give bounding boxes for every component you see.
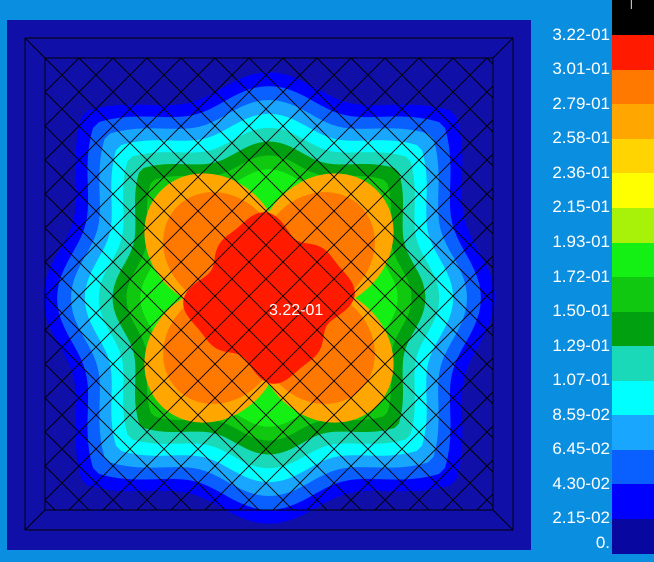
- mesh-line: [44, 57, 182, 195]
- mesh-line: [44, 397, 158, 511]
- legend-label: 4.30-02: [552, 473, 610, 493]
- mesh-line: [340, 357, 494, 511]
- mesh-line: [44, 57, 284, 297]
- legend-label: 8.59-02: [552, 404, 610, 424]
- mesh-line: [102, 119, 494, 511]
- mesh-line: [136, 153, 494, 511]
- mesh-line: [44, 125, 430, 511]
- legend-swatch: [612, 138, 654, 174]
- mesh-line: [44, 57, 216, 229]
- mesh-line: [44, 91, 464, 511]
- contour-svg: [7, 20, 531, 550]
- mesh-line: [282, 57, 494, 269]
- mesh-line: [44, 57, 318, 331]
- peak-value-label: 3.22-01: [269, 302, 324, 319]
- legend-label: 1.93-01: [552, 231, 610, 251]
- mesh-line: [350, 57, 494, 201]
- mesh-line: [44, 499, 56, 511]
- mesh-line: [44, 465, 90, 511]
- mesh-line: [408, 425, 494, 511]
- mesh-line: [170, 187, 494, 511]
- mesh-line: [306, 323, 494, 511]
- legend-swatch: [612, 345, 654, 381]
- mesh-line: [44, 227, 328, 511]
- mesh-line: [44, 363, 192, 511]
- mesh-line: [24, 37, 46, 59]
- legend-top-mark: |: [630, 0, 633, 10]
- mesh-line: [44, 57, 250, 263]
- legend-label: 3.22-01: [552, 24, 610, 44]
- mesh-line: [44, 431, 124, 511]
- legend-label: 1.29-01: [552, 335, 610, 355]
- mesh-line: [180, 57, 494, 371]
- mesh-line: [78, 57, 494, 473]
- mesh-line: [24, 509, 46, 531]
- mesh-line: [44, 329, 226, 511]
- mesh-line: [238, 255, 494, 511]
- mesh-line: [68, 85, 494, 511]
- mesh-line: [146, 57, 494, 405]
- legend-labels: 0. 2.15-02 4.30-02 6.45-02 8.59-02 1.07-01 1.2…: [532, 0, 612, 562]
- legend-swatch: [612, 207, 654, 243]
- mesh-line: [44, 295, 260, 511]
- legend-swatch: [612, 69, 654, 105]
- mesh-line: [374, 391, 494, 511]
- legend-label: 2.58-01: [552, 128, 610, 148]
- mesh-line: [452, 57, 494, 99]
- mesh-line: [384, 57, 494, 167]
- legend-label: 2.15-01: [552, 197, 610, 217]
- mesh-line: [44, 57, 148, 161]
- legend-swatch: [612, 311, 654, 347]
- mesh-line: [44, 261, 294, 511]
- legend-label: 1.50-01: [552, 301, 610, 321]
- legend-swatch: [612, 241, 654, 278]
- legend-label: 2.15-02: [552, 508, 610, 528]
- mesh-line: [316, 57, 494, 235]
- legend-label: 1.72-01: [552, 266, 610, 286]
- mesh-line: [204, 221, 494, 511]
- legend-label: 3.01-01: [552, 59, 610, 79]
- mesh-line: [492, 37, 514, 59]
- legend-swatch: [612, 449, 654, 485]
- mesh-line: [44, 57, 488, 501]
- mesh-line: [442, 459, 494, 511]
- mesh-line: [112, 57, 494, 439]
- mesh-line: [44, 57, 352, 365]
- mesh-line: [44, 57, 114, 127]
- legend-swatch: [612, 0, 654, 36]
- legend-swatch: [612, 483, 654, 520]
- legend-swatch: [612, 34, 654, 70]
- mesh-line: [44, 193, 362, 511]
- mesh-line: [272, 289, 494, 511]
- mesh-line: [476, 493, 494, 511]
- mesh-line: [486, 57, 494, 65]
- legend-label: 6.45-02: [552, 439, 610, 459]
- legend-swatch: [612, 518, 654, 554]
- legend-label: 0.: [595, 532, 610, 552]
- legend-swatch: [612, 380, 654, 416]
- mesh-line: [418, 57, 494, 133]
- contour-plot[interactable]: 3.22-01: [7, 20, 531, 550]
- legend-label: 1.07-01: [552, 370, 610, 390]
- contour-bands: [43, 72, 495, 524]
- legend-swatch: [612, 103, 654, 139]
- legend-swatch: [612, 414, 654, 450]
- mesh-line: [44, 57, 454, 467]
- mesh-line: [492, 509, 514, 531]
- mesh-line: [248, 57, 494, 303]
- legend-swatch: [612, 276, 654, 312]
- legend-swatch: [612, 172, 654, 208]
- mesh-line: [44, 159, 396, 511]
- mesh-line: [44, 57, 386, 399]
- legend-label: 2.79-01: [552, 93, 610, 113]
- mesh-line: [44, 57, 80, 93]
- mesh-line: [44, 57, 494, 507]
- color-legend: |: [612, 0, 654, 554]
- mesh-lines: [24, 37, 514, 531]
- mesh-line: [44, 57, 420, 433]
- mesh-line: [214, 57, 494, 337]
- legend-label: 2.36-01: [552, 162, 610, 182]
